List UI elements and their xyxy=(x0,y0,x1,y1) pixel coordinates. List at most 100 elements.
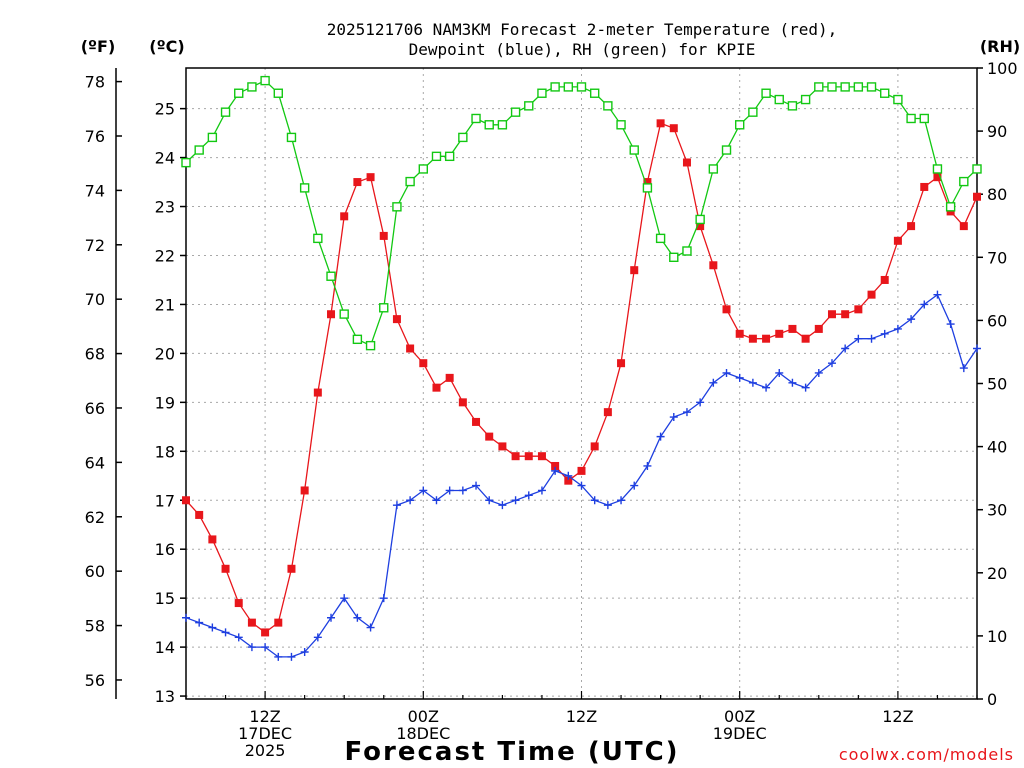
rh-point xyxy=(273,88,283,98)
dewpoint-point xyxy=(867,334,876,343)
temperature-point xyxy=(907,222,916,231)
dewpoint-point xyxy=(709,378,718,387)
temperature-point xyxy=(208,535,217,544)
dewpoint-point xyxy=(893,324,902,333)
rh-point xyxy=(260,75,270,86)
rh-point xyxy=(299,183,310,193)
temperature-point xyxy=(933,173,942,182)
temperature-point xyxy=(221,564,230,573)
x-axis-title: Forecast Time (UTC) xyxy=(344,737,679,767)
dewpoint-point xyxy=(485,496,494,505)
dewpoint-point xyxy=(524,491,533,500)
temperature-point xyxy=(485,432,494,441)
rh-point xyxy=(853,82,864,92)
watermark-text: coolwx.com/models xyxy=(839,745,1014,764)
fahrenheit-tick-label: 66 xyxy=(85,399,105,418)
celsius-tick-label: 22 xyxy=(155,246,175,265)
celsius-tick-label: 20 xyxy=(155,344,175,363)
temperature-point xyxy=(656,119,665,128)
fahrenheit-tick-label: 70 xyxy=(85,290,105,309)
fahrenheit-tick-label: 56 xyxy=(85,671,105,690)
dewpoint-point xyxy=(920,300,929,309)
dewpoint-point xyxy=(696,398,705,407)
temperature-point xyxy=(801,334,810,343)
rh-point xyxy=(721,145,732,155)
dewpoint-point xyxy=(392,501,401,510)
temperature-point xyxy=(630,266,639,275)
x-tick-label: 12Z xyxy=(566,707,597,726)
dewpoint-point xyxy=(353,613,362,622)
temperature-point xyxy=(827,310,836,319)
temperature-point xyxy=(617,359,626,368)
rh-point xyxy=(655,233,666,244)
temperature-point xyxy=(643,178,652,187)
temperature-point xyxy=(261,628,270,637)
dewpoint-point xyxy=(788,378,797,387)
rh-point xyxy=(589,88,600,98)
dewpoint-point xyxy=(458,486,467,495)
temperature-point xyxy=(854,305,863,314)
rh-point xyxy=(497,120,508,130)
dewpoint-point xyxy=(432,496,441,505)
temperature-point xyxy=(696,222,705,231)
temperature-point xyxy=(353,178,362,187)
dewpoint-point xyxy=(313,633,322,642)
dewpoint-point xyxy=(577,481,586,490)
rh-point xyxy=(761,88,771,98)
celsius-tick-label: 13 xyxy=(155,687,175,706)
celsius-tick-label: 18 xyxy=(155,442,175,461)
rh-point xyxy=(642,183,653,193)
fahrenheit-unit-label: (ºF) xyxy=(81,37,116,56)
temperature-point xyxy=(867,290,876,299)
rh-point xyxy=(418,164,428,174)
rh-point xyxy=(234,88,244,98)
celsius-tick-label: 25 xyxy=(155,100,175,119)
fahrenheit-tick-label: 74 xyxy=(85,181,105,200)
dewpoint-point xyxy=(603,501,612,510)
rh-point xyxy=(800,94,811,105)
temperature-point xyxy=(247,618,256,627)
rh-point xyxy=(405,176,415,187)
rh-point xyxy=(431,151,442,162)
rh-point xyxy=(510,107,521,117)
dewpoint-point xyxy=(221,628,230,637)
dewpoint-point xyxy=(340,594,349,603)
temperature-point xyxy=(590,442,599,451)
dewpoint-point xyxy=(445,486,454,495)
rh-point xyxy=(893,94,903,105)
rh-point xyxy=(524,101,534,111)
temperature-point xyxy=(682,158,691,167)
rh-point xyxy=(695,214,705,225)
temperature-point xyxy=(775,329,784,338)
temperature-point xyxy=(182,496,190,505)
rh-point xyxy=(484,120,494,130)
rh-tick-label: 0 xyxy=(987,690,997,709)
rh-tick-label: 20 xyxy=(987,564,1007,583)
temperature-point xyxy=(511,452,520,461)
rh-tick-label: 60 xyxy=(987,311,1007,330)
rh-tick-label: 10 xyxy=(987,627,1007,646)
dewpoint-point xyxy=(590,496,599,505)
rh-point xyxy=(932,164,943,174)
rh-point xyxy=(629,145,639,155)
temperature-point xyxy=(564,476,573,485)
dewpoint-point xyxy=(854,334,863,343)
rh-point xyxy=(840,82,850,92)
temperature-point xyxy=(472,417,481,426)
dewpoint-point xyxy=(419,486,428,495)
rh-point xyxy=(339,309,349,319)
dewpoint-point xyxy=(195,618,204,627)
rh-point xyxy=(774,94,784,105)
rh-point xyxy=(972,164,982,174)
celsius-tick-label: 14 xyxy=(155,638,175,657)
dewpoint-point xyxy=(722,368,731,377)
rh-point xyxy=(787,101,798,111)
rh-point xyxy=(365,340,376,351)
rh-point xyxy=(220,107,231,117)
fahrenheit-tick-label: 64 xyxy=(85,453,105,472)
dewpoint-point xyxy=(234,633,243,642)
plot-frame xyxy=(185,67,978,700)
x-tick-label: 2025 xyxy=(245,741,286,760)
celsius-tick-label: 24 xyxy=(155,149,175,168)
